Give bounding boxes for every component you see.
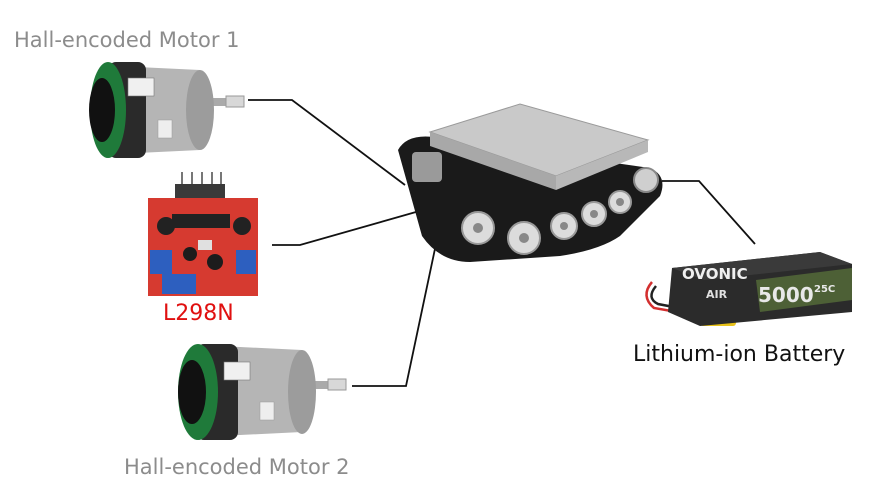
battery-rating-text: 25C — [814, 284, 835, 295]
motor1-label: Hall-encoded Motor 1 — [14, 28, 240, 52]
connector-chassis-to-battery — [662, 180, 756, 245]
battery-label: Lithium-ion Battery — [633, 342, 846, 367]
battery-capacity-text: 5000 — [758, 283, 814, 307]
connector-lines — [248, 99, 756, 387]
battery-print: OVONIC AIR 5000 25C — [682, 265, 835, 307]
motor2-label: Hall-encoded Motor 2 — [124, 455, 350, 479]
l298n-driver-image — [148, 172, 258, 296]
battery-brand-text: OVONIC — [682, 265, 748, 283]
battery-image: OVONIC AIR 5000 25C — [645, 252, 852, 326]
motor1-image — [89, 62, 245, 158]
connector-motor1-to-chassis — [248, 99, 406, 186]
motor2-image — [178, 344, 347, 440]
tank-chassis-image — [398, 103, 663, 262]
connector-driver-to-chassis — [272, 207, 431, 246]
driver-label: L298N — [163, 301, 234, 326]
connector-motor2-to-chassis — [352, 243, 437, 387]
battery-series-text: AIR — [706, 288, 728, 301]
